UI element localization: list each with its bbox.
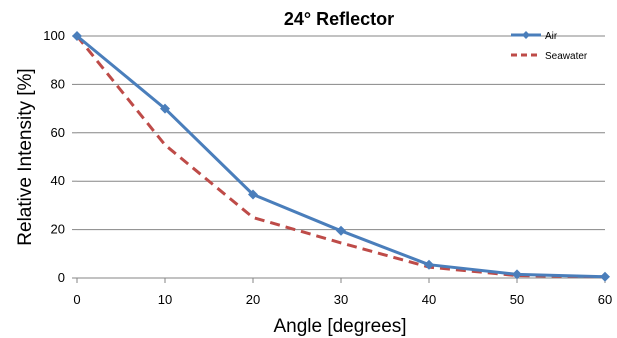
y-tick-label: 100: [43, 28, 65, 43]
x-tick-label: 40: [422, 292, 436, 307]
data-point-air: [512, 269, 522, 280]
x-tick-label: 50: [510, 292, 524, 307]
legend: Air Seawater: [511, 31, 588, 62]
x-axis-label: Angle [degrees]: [273, 316, 406, 337]
chart-title: 24° Reflector: [284, 9, 394, 29]
x-tick-label: 10: [158, 292, 172, 307]
data-point-air: [424, 259, 434, 270]
x-tick-label: 60: [598, 292, 612, 307]
legend-marker-air: [522, 31, 530, 39]
x-tick-label: 20: [246, 292, 260, 307]
data-point-air: [600, 271, 610, 282]
tick-labels: 0 20 40 60 80 100 0 10 20 30 40 50 60: [43, 28, 612, 307]
series-group: [72, 31, 610, 282]
data-point-air: [248, 189, 258, 200]
y-tick-label: 80: [51, 76, 65, 91]
data-point-air: [72, 31, 82, 41]
series-line-air: [76, 34, 606, 279]
series-line-seawater: [75, 35, 606, 279]
y-axis-label: Relative Intensity [%]: [15, 68, 36, 245]
y-tick-label: 60: [51, 125, 65, 140]
x-tick-label: 30: [334, 292, 348, 307]
gridlines: [77, 35, 605, 231]
y-tick-label: 0: [58, 270, 65, 285]
x-tick-label: 0: [73, 292, 80, 307]
y-tick-label: 40: [51, 173, 65, 188]
legend-label-air: Air: [545, 31, 558, 42]
y-tick-label: 20: [51, 222, 65, 237]
legend-label-seawater: Seawater: [545, 51, 588, 62]
data-point-air: [160, 103, 170, 114]
data-point-air: [336, 225, 346, 236]
